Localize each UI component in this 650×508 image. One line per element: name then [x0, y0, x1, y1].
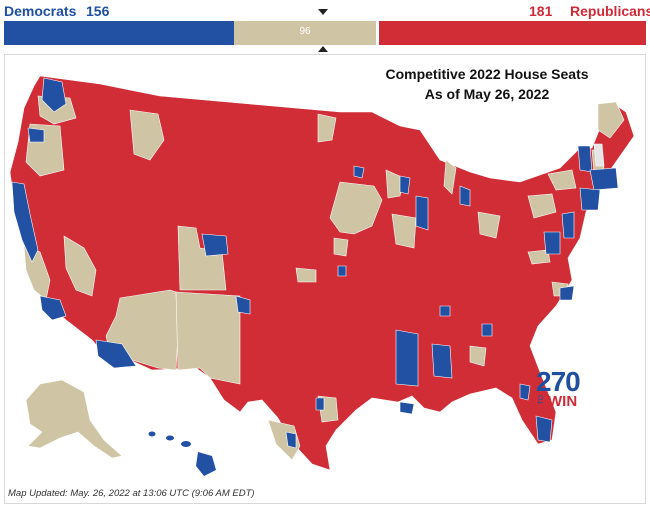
logo-to: TO: [538, 395, 545, 405]
tossup-georgia: [469, 345, 487, 367]
dem-arizona-south: [95, 339, 137, 369]
tossup-kansas: [295, 267, 317, 283]
dem-new-orleans: [399, 401, 415, 415]
dem-california-coast: [11, 181, 39, 263]
tossup-nevada-south: [63, 235, 97, 297]
uncounted-segment: [375, 21, 379, 45]
democrats-count: 156: [86, 3, 110, 19]
dem-new-england: [579, 187, 601, 211]
dem-detroit: [459, 185, 471, 207]
tossup-montana: [129, 109, 165, 161]
seat-balance-bar: 96: [4, 21, 646, 45]
majority-marker-bottom: [318, 46, 328, 52]
dem-virginia-east: [559, 285, 575, 301]
dem-minneapolis: [353, 165, 365, 179]
dem-houston: [315, 397, 325, 411]
tossup-iowa: [329, 181, 383, 235]
dem-tennessee: [439, 305, 451, 317]
map-title-line2: As of May 26, 2022: [424, 86, 550, 102]
map-updated-note: Map Updated: May. 26, 2022 at 13:06 UTC …: [8, 488, 255, 499]
dem-portland: [27, 127, 45, 143]
hawaii-island-big: [196, 452, 216, 476]
democrat-segment[interactable]: [4, 21, 235, 45]
hawaii[interactable]: [148, 431, 217, 477]
seat-tally-header: Democrats 156 181 Republicans 96: [0, 0, 650, 52]
hawaii-island-kauai: [148, 431, 156, 437]
tossup-maine: [597, 101, 625, 139]
map-title: Competitive 2022 House Seats As of May 2…: [362, 64, 612, 104]
dem-kansas-city: [337, 265, 347, 277]
democratic-districts[interactable]: [11, 77, 619, 449]
majority-marker-top: [318, 9, 328, 15]
map-title-line1: Competitive 2022 House Seats: [385, 66, 589, 82]
tossup-new-york: [547, 169, 577, 191]
270towin-logo[interactable]: 270 TO WIN: [536, 368, 606, 412]
dem-chicago: [415, 195, 429, 231]
logo-win: WIN: [548, 393, 578, 410]
tossup-new-mexico: [175, 291, 241, 385]
republicans-count: 181: [529, 3, 553, 19]
tossup-nebraska: [333, 237, 349, 257]
dem-florida-central: [519, 383, 531, 401]
tossup-michigan: [443, 159, 457, 195]
tossup-virginia: [527, 249, 551, 265]
tossup-pennsylvania: [527, 193, 557, 219]
tossup-wisconsin: [385, 169, 405, 199]
dem-texas-border: [285, 431, 297, 449]
tossup-illinois: [391, 213, 417, 249]
republicans-label: Republicans: [570, 3, 650, 19]
dem-massachusetts: [589, 167, 619, 191]
dem-los-angeles: [39, 295, 67, 321]
tossup-minnesota: [317, 113, 337, 143]
dem-milwaukee: [399, 175, 411, 195]
dem-vermont: [577, 145, 593, 173]
dem-new-jersey: [561, 211, 575, 239]
tossup-count: 96: [299, 26, 311, 37]
undecided-new-hampshire[interactable]: [593, 143, 605, 167]
republican-segment[interactable]: [378, 21, 646, 45]
dem-alabama: [431, 343, 453, 379]
dem-atlanta: [481, 323, 493, 337]
alaska[interactable]: [25, 379, 123, 459]
tossup-texas-south: [267, 419, 301, 461]
dem-mississippi: [395, 329, 419, 387]
dem-denver: [201, 233, 229, 257]
map-frame: [4, 54, 646, 504]
dem-seattle: [41, 77, 67, 113]
tossup-segment[interactable]: 96: [234, 21, 376, 45]
democrats-label: Democrats: [4, 3, 77, 19]
dem-new-mexico-north: [235, 295, 251, 315]
dem-florida-south: [535, 415, 553, 443]
tossup-ohio: [477, 211, 501, 239]
hawaii-island-maui: [181, 441, 191, 447]
logo-number: 270: [536, 366, 581, 397]
hawaii-island-oahu: [166, 435, 174, 441]
dem-dc-maryland: [543, 231, 561, 255]
